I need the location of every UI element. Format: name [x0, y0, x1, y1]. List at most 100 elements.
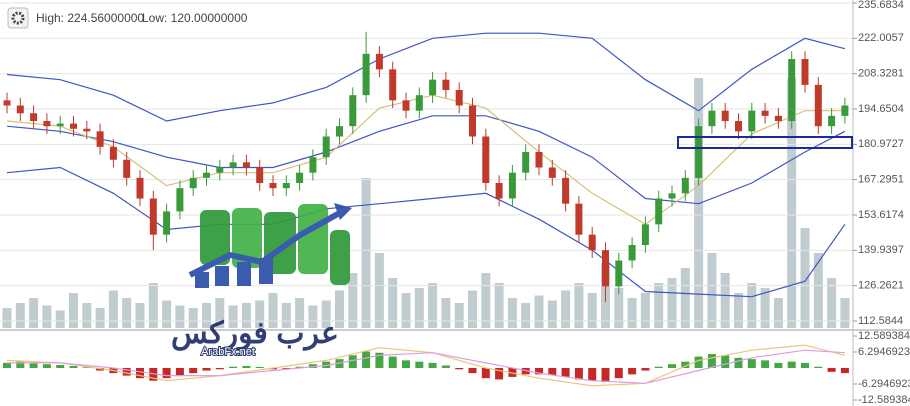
volume-bar [521, 303, 531, 328]
volume-bar [15, 303, 25, 328]
candle-body [455, 90, 463, 106]
y-tick-label: 194.6504 [858, 103, 904, 115]
logo-shape [200, 210, 230, 265]
logo-shape [298, 204, 328, 274]
y-tick-label: 167.2951 [858, 174, 904, 186]
candle-body [176, 188, 184, 212]
macd-bar [694, 356, 703, 368]
candle-body [575, 203, 583, 235]
macd-bar [82, 367, 91, 368]
volume-bar [55, 310, 65, 328]
candle-body [681, 177, 689, 194]
macd-bar [282, 368, 291, 369]
candle-body [402, 100, 410, 111]
candle-body [322, 136, 330, 158]
candle-body [123, 159, 131, 178]
macd-bar [375, 352, 384, 368]
volume-bar [388, 278, 398, 328]
macd-bar [455, 368, 464, 370]
candle-body [163, 211, 171, 235]
macd-bar [69, 365, 78, 368]
volume-bar [268, 293, 278, 328]
candle-body [136, 177, 144, 199]
macd-bar [215, 368, 224, 370]
candle-body [296, 172, 304, 184]
candle-body [482, 136, 490, 184]
volume-bar [335, 290, 344, 328]
macd-bar [734, 357, 743, 368]
volume-bar [720, 273, 730, 328]
macd-bar [388, 356, 397, 368]
macd-bar [561, 368, 570, 377]
macd-bar [162, 368, 171, 379]
candle-body [256, 167, 264, 184]
macd-bar [747, 359, 756, 368]
volume-bar [707, 253, 717, 328]
low-label: Low: 120.00000000 [142, 11, 248, 25]
macd-bar [29, 362, 38, 368]
candle-body [748, 110, 756, 132]
macd-bar [348, 355, 357, 368]
settings-button[interactable] [7, 7, 29, 29]
candle-body [788, 59, 796, 122]
macd-bar [521, 368, 530, 375]
candle-body [43, 121, 51, 127]
volume-bar [640, 293, 650, 328]
y-tick-label: 112.5844 [858, 315, 903, 327]
volume-bar [654, 283, 664, 328]
volume-bar [414, 288, 424, 328]
volume-bar [69, 293, 78, 328]
volume-bar [428, 283, 438, 328]
volume-bar [241, 303, 251, 328]
macd-bar [840, 368, 849, 374]
macd-bar [468, 368, 477, 374]
volume-bar [840, 298, 850, 328]
y-tick-label: 180.9727 [858, 138, 904, 150]
macd-bar [827, 368, 836, 372]
watermark: عرب فوركس ArabFx.net [171, 203, 352, 359]
volume-bar [760, 288, 770, 328]
macd-bar [721, 355, 730, 368]
logo-shape [330, 230, 350, 285]
candle-body [309, 157, 317, 173]
macd-bar [814, 366, 823, 368]
y-tick-label: 208.3281 [858, 68, 904, 80]
volume-bar [281, 303, 291, 328]
macd-bar [654, 366, 663, 368]
logo-icon [259, 258, 273, 284]
volume-bar [321, 300, 331, 328]
candle-body [588, 234, 596, 251]
y-tick-label: 126.2621 [858, 280, 904, 292]
macd-bar [322, 361, 331, 368]
y-tick-label: 222.0057 [858, 32, 904, 44]
volume-bar [401, 293, 411, 328]
volume-bar [507, 298, 517, 328]
candle-body [16, 105, 24, 114]
volume-bar [255, 300, 265, 328]
volume-bar [800, 228, 810, 328]
volume-bar [2, 308, 12, 328]
candle-body [242, 162, 250, 168]
volume-bar [627, 298, 637, 328]
macd-bar [774, 362, 783, 368]
macd-bar [175, 368, 184, 376]
macd-bar [255, 366, 264, 368]
volume-bar [694, 78, 704, 328]
macd-bar [681, 361, 690, 368]
logo-icon [237, 262, 251, 286]
volume-bar [747, 283, 757, 328]
volume-bar [494, 283, 504, 328]
candle-body [3, 100, 11, 106]
macd-bar [668, 364, 676, 368]
macd-bar [415, 361, 424, 368]
candle-body [801, 59, 809, 85]
volume-bar [188, 308, 198, 328]
candle-body [70, 123, 77, 129]
macd-bar [56, 364, 65, 368]
candle-body [389, 69, 397, 101]
y-tick-label: -6.2946923 [858, 378, 910, 390]
macd-bar [402, 360, 410, 368]
volume-bar [348, 273, 358, 328]
